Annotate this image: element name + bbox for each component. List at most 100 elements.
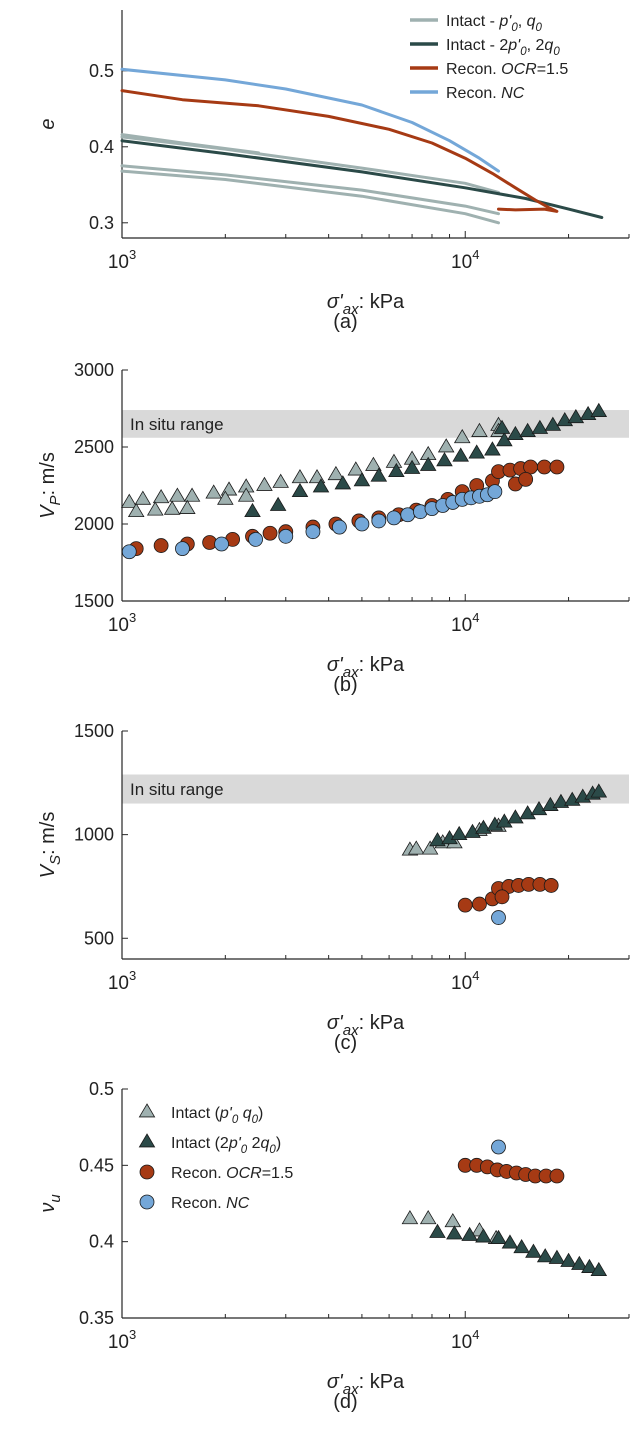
point-circle-recon_nc: [248, 532, 263, 547]
point-circle-recon_nc: [386, 510, 402, 526]
legend-label: Intact (2p'0 2q0): [171, 1135, 281, 1156]
legend-item-intact_2p0q0: Intact (2p'0 2q0): [138, 1133, 281, 1156]
point-circle-recon_ocr: [262, 525, 278, 541]
point-triangle-intact_2p0q0: [403, 459, 421, 474]
legend-label: Recon. NC: [171, 1195, 250, 1212]
panel-d: 0.35 0.4 0.45 0.5 103 104 σ'ax: kPa νu (d) Intact…: [37, 1079, 630, 1413]
point-triangle-intact_2p0q0: [436, 452, 453, 467]
x-axis-label: σ'ax: kPa: [327, 1371, 405, 1398]
point-triangle-intact_p0q0: [163, 500, 181, 515]
point-triangle-intact_2p0q0: [291, 482, 309, 498]
point-triangle-intact_2p0q0: [519, 805, 536, 820]
panel-label: (a): [333, 311, 357, 333]
panel-label: (b): [333, 674, 357, 696]
in-situ-band: In situ range: [122, 774, 629, 804]
point-triangle-intact_p0q0: [419, 1209, 437, 1225]
point-triangle-intact_p0q0: [120, 493, 138, 508]
y-tick-label: 500: [84, 928, 114, 948]
y-axis-label: VS: m/s: [37, 812, 64, 879]
x-tick-label: 104: [451, 247, 479, 273]
point-circle-recon_ocr: [518, 471, 534, 487]
point-triangle-intact_2p0q0: [452, 447, 469, 462]
point-triangle-intact_2p0q0: [429, 832, 446, 847]
x-axis-label: σ'ax: kPa: [327, 1012, 405, 1039]
point-triangle-intact_p0q0: [437, 438, 455, 453]
legend-item-intact_p0q0: Intact (p'0 q0): [138, 1103, 263, 1126]
point-triangle-intact_2p0q0: [490, 1229, 507, 1244]
point-triangle-intact_2p0q0: [450, 825, 468, 840]
legend-item-recon_ocr: Recon. OCR=1.5: [410, 61, 568, 78]
in-situ-band-rect: [122, 774, 629, 804]
in-situ-band-label: In situ range: [130, 415, 224, 434]
point-triangle-intact_2p0q0: [513, 1238, 530, 1254]
point-triangle-intact_2p0q0: [312, 478, 330, 493]
point-triangle-intact_2p0q0: [560, 1252, 577, 1267]
point-circle-recon_ocr: [549, 459, 565, 475]
x-axis-label: σ'ax: kPa: [327, 291, 405, 318]
legend-item-recon_nc: Recon. NC: [410, 85, 525, 102]
y-tick-label: 0.4: [89, 1232, 114, 1252]
point-triangle-intact_p0q0: [127, 502, 145, 518]
panel-label: (c): [334, 1032, 357, 1054]
point-triangle-intact_2p0q0: [581, 1258, 598, 1273]
x-tick-label: 103: [108, 247, 136, 273]
point-triangle-intact_2p0q0: [590, 1261, 608, 1277]
point-triangle-intact_2p0q0: [548, 1249, 566, 1264]
legend-item-recon_nc: Recon. NC: [139, 1194, 250, 1212]
point-triangle-intact_p0q0: [327, 465, 345, 481]
point-triangle-intact_2p0q0: [244, 502, 261, 518]
y-tick-label: 0.35: [79, 1308, 114, 1328]
legend-label: Recon. OCR=1.5: [171, 1165, 293, 1182]
point-triangle-intact_p0q0: [453, 428, 471, 444]
point-triangle-intact_2p0q0: [464, 823, 481, 838]
point-triangle-intact_p0q0: [205, 484, 223, 499]
x-tick-label: 103: [108, 968, 136, 994]
point-circle-recon_nc: [491, 1139, 506, 1155]
point-triangle-intact_2p0q0: [571, 1255, 588, 1270]
point-circle-recon_ocr: [494, 889, 510, 905]
point-triangle-intact_p0q0: [134, 490, 152, 505]
point-circle-recon_nc: [305, 524, 321, 540]
point-triangle-intact_2p0q0: [552, 793, 570, 808]
point-triangle-intact_2p0q0: [468, 444, 486, 459]
legend-label: Intact - p'0, q0: [446, 13, 543, 34]
legend-item-intact_2p0q0: Intact - 2p'0, 2q0: [410, 37, 560, 58]
y-axis-label: e: [37, 118, 59, 129]
panel-b: In situ range 1500 2000 2500 3000 103 104 σ'ax:…: [37, 360, 630, 696]
y-tick-label: 1000: [74, 825, 114, 845]
point-triangle-intact_p0q0: [385, 453, 403, 468]
point-triangle-intact_p0q0: [183, 487, 201, 502]
series-group: [120, 67, 604, 225]
legend-marker-triangle: [138, 1103, 156, 1118]
point-circle-recon_ocr: [549, 1168, 565, 1184]
y-axis-label: νu: [37, 1194, 64, 1213]
point-triangle-intact_2p0q0: [353, 472, 371, 487]
point-circle-recon_ocr: [523, 459, 538, 475]
point-triangle-intact_2p0q0: [484, 441, 501, 456]
series-line-intact_p0q0: [120, 133, 261, 155]
point-triangle-intact_p0q0: [220, 481, 238, 496]
point-circle-recon_ocr: [536, 459, 552, 475]
legend-marker-circle: [139, 1194, 155, 1210]
point-triangle-intact_2p0q0: [590, 402, 608, 417]
y-tick-label: 1500: [74, 591, 114, 611]
point-triangle-intact_2p0q0: [567, 408, 585, 424]
x-tick-label: 104: [451, 968, 479, 994]
point-circle-recon_nc: [175, 541, 190, 557]
point-triangle-intact_p0q0: [272, 473, 290, 488]
x-tick-label: 103: [108, 1327, 136, 1353]
series-line-recon_ocr: [120, 89, 559, 213]
legend-marker-triangle: [138, 1133, 156, 1148]
point-triangle-intact_2p0q0: [544, 416, 562, 431]
point-circle-recon_nc: [278, 528, 294, 544]
point-circle-recon_nc: [487, 484, 503, 500]
series-group: [401, 1139, 608, 1277]
point-triangle-intact_2p0q0: [446, 1225, 463, 1240]
point-circle-recon_nc: [491, 910, 506, 925]
legend-marker-circle: [139, 1164, 155, 1180]
y-tick-label: 1500: [74, 721, 114, 741]
point-triangle-intact_p0q0: [217, 490, 234, 505]
point-triangle-intact_p0q0: [407, 840, 425, 855]
point-circle-recon_ocr: [153, 538, 169, 553]
point-triangle-intact_p0q0: [169, 487, 186, 502]
